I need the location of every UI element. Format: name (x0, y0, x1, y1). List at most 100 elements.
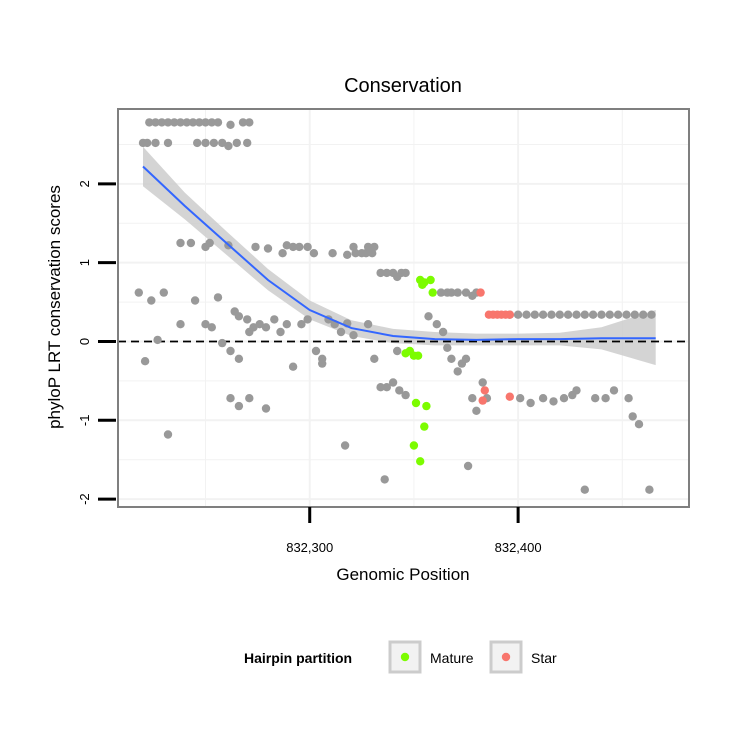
point-other (363, 242, 373, 252)
point-other (234, 354, 244, 363)
x-axis-label: Genomic Position (336, 565, 469, 584)
y-tick-label: 0 (77, 338, 92, 345)
point-other (393, 346, 402, 356)
point-other (163, 138, 173, 148)
point-other (349, 242, 358, 252)
point-other (249, 323, 258, 332)
point-other (186, 238, 196, 248)
point-other (609, 386, 619, 395)
point-other (278, 249, 287, 258)
point-mature (409, 441, 419, 450)
point-other (232, 138, 241, 148)
point-other (238, 118, 248, 127)
point-other (438, 327, 448, 337)
point-other (401, 390, 410, 400)
point-other (463, 461, 473, 471)
point-other (163, 118, 173, 127)
confidence-band (143, 146, 656, 366)
point-other (261, 404, 271, 413)
point-other (538, 310, 548, 319)
point-other (207, 118, 216, 127)
legend-dot-mature (400, 652, 410, 662)
point-other (530, 310, 539, 319)
point-other (205, 238, 214, 248)
point-other (549, 397, 558, 406)
plot-panel (118, 109, 689, 507)
point-other (282, 320, 291, 329)
point-other (597, 310, 606, 319)
point-other (453, 367, 462, 376)
y-axis: -2 -1 0 1 2 (77, 180, 116, 505)
point-other (209, 138, 219, 148)
point-other (363, 320, 373, 329)
point-other (605, 310, 614, 319)
panel-border (117, 108, 690, 508)
point-other (176, 238, 185, 248)
point-other (226, 346, 235, 356)
point-other (243, 138, 252, 148)
point-other (622, 310, 631, 319)
point-star (476, 288, 485, 297)
point-other (645, 485, 654, 494)
point-other (478, 378, 487, 387)
point-other (147, 296, 156, 305)
point-other (368, 249, 377, 258)
x-axis: 832,300 832,400 (286, 507, 542, 555)
point-other (447, 288, 456, 297)
point-other (303, 315, 312, 324)
point-other (349, 331, 358, 340)
point-other (226, 120, 235, 129)
point-mature (416, 457, 425, 466)
point-mature (420, 278, 429, 287)
point-other (401, 268, 410, 278)
point-other (340, 441, 350, 450)
point-other (170, 118, 179, 127)
point-other (140, 357, 150, 366)
point-other (647, 310, 656, 319)
point-other (336, 327, 346, 337)
point-other (628, 412, 637, 421)
point-mature (426, 275, 435, 285)
point-other (468, 394, 477, 403)
point-other (630, 310, 639, 319)
smooth-trend-line (142, 165, 656, 341)
point-other (151, 118, 160, 127)
point-other (159, 288, 168, 297)
point-other (143, 138, 152, 148)
legend-label-mature: Mature (430, 650, 474, 666)
point-other (261, 323, 271, 332)
point-mature (428, 288, 437, 297)
point-other (157, 118, 166, 127)
legend-dot-star (501, 652, 511, 662)
point-other (218, 338, 227, 348)
point-other (580, 485, 589, 494)
point-other (376, 268, 385, 278)
x-tick-label: 832,300 (286, 540, 333, 555)
point-other (213, 293, 223, 302)
point-other (588, 310, 598, 319)
point-other (555, 310, 564, 319)
point-other (370, 354, 379, 363)
y-tick-label: 1 (77, 259, 92, 266)
point-other (176, 320, 185, 329)
point-other (472, 406, 481, 415)
point-other (461, 288, 471, 297)
point-other (270, 315, 279, 324)
point-other (639, 310, 648, 319)
point-star (478, 396, 487, 405)
point-other (245, 118, 254, 127)
legend-label-star: Star (531, 650, 557, 666)
point-other (395, 386, 404, 395)
point-other (218, 138, 227, 148)
point-other (580, 310, 589, 319)
point-other (436, 288, 446, 297)
point-other (188, 118, 198, 127)
point-other (388, 378, 398, 387)
y-tick-label: -1 (77, 415, 92, 427)
point-other (201, 118, 210, 127)
panel-background (118, 109, 689, 507)
point-other (251, 242, 260, 252)
point-other (443, 343, 452, 352)
point-other (453, 288, 462, 297)
